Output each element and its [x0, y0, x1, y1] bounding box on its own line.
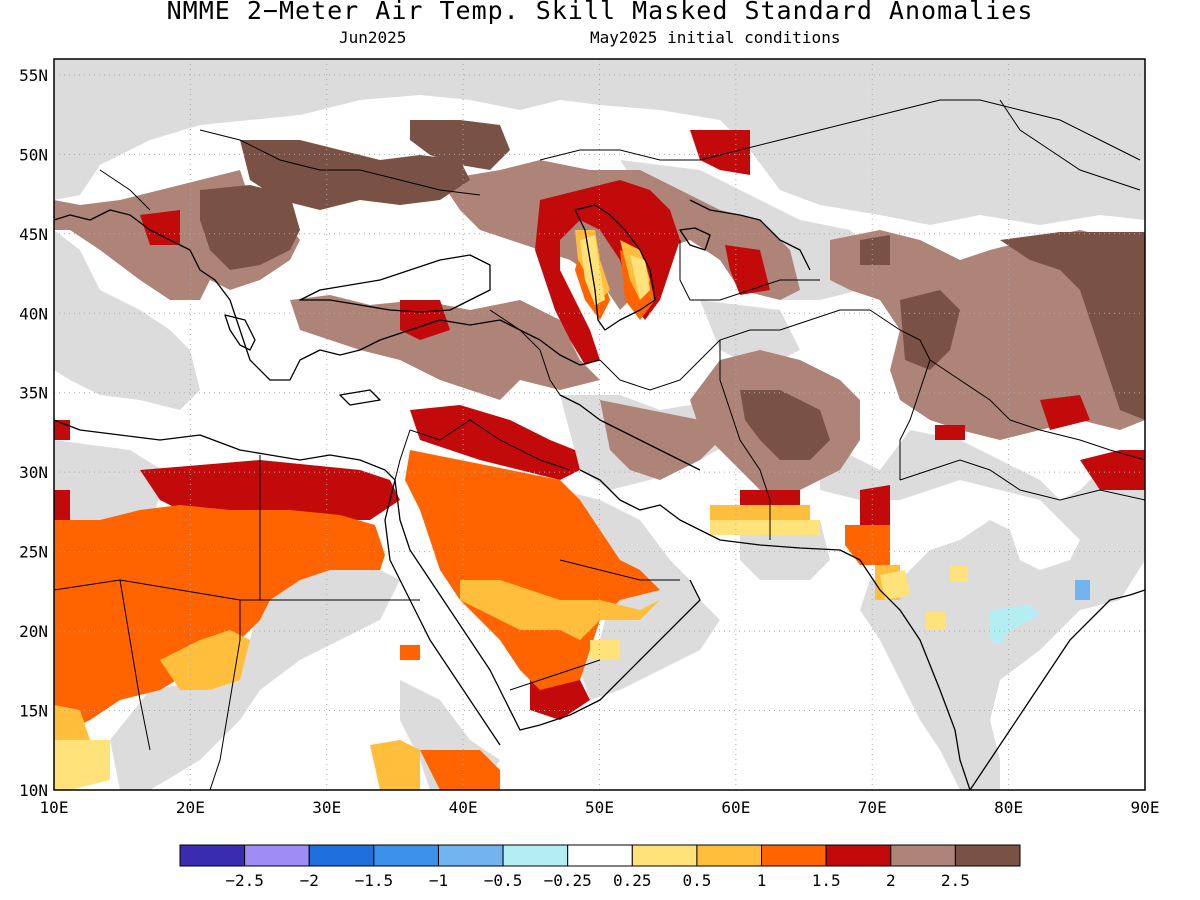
colorbar-swatch	[825, 844, 892, 867]
lat-tick-label: 15N	[19, 702, 48, 721]
anomaly-field	[54, 59, 1145, 790]
lon-tick-label: 80E	[994, 798, 1023, 817]
colorbar-swatch	[373, 844, 439, 867]
yellow-anomaly-regions	[54, 235, 968, 790]
lat-tick-label: 35N	[19, 384, 48, 403]
lon-tick-label: 70E	[858, 798, 887, 817]
colorbar-swatch	[631, 844, 698, 867]
lon-tick-label: 60E	[721, 798, 750, 817]
coastlines	[54, 199, 1145, 790]
lat-tick-label: 25N	[19, 543, 48, 562]
lat-tick-label: 45N	[19, 225, 48, 244]
colorbar-tick-label: −2.5	[225, 871, 264, 890]
target-month-label: Jun2025	[339, 28, 407, 47]
colorbar-tick-label: −0.25	[543, 871, 592, 890]
lat-tick-label: 40N	[19, 304, 48, 323]
dark-brown-anomaly-regions	[200, 120, 1145, 460]
lon-tick-label: 40E	[449, 798, 478, 817]
colorbar-tick-label: 2	[885, 871, 896, 890]
lon-tick-label: 10E	[40, 798, 69, 817]
lat-tick-label: 30N	[19, 463, 48, 482]
colorbar-tick-label: −1.5	[354, 871, 394, 890]
colorbar-swatch	[244, 844, 310, 867]
political-borders	[54, 99, 1145, 790]
colorbar-swatch	[761, 844, 827, 867]
initial-conditions-label: May2025 initial conditions	[590, 28, 841, 47]
colorbar-swatch	[954, 844, 1021, 867]
colorbar-swatch	[502, 844, 569, 867]
lon-tick-label: 90E	[1131, 798, 1160, 817]
colorbar-tick-label: −1	[428, 871, 449, 890]
colorbar-swatch	[567, 844, 633, 867]
lon-tick-label: 30E	[312, 798, 341, 817]
lon-tick-label: 50E	[585, 798, 614, 817]
lon-tick-label: 20E	[176, 798, 205, 817]
map-title: NMME 2−Meter Air Temp. Skill Masked Stan…	[166, 0, 1034, 25]
lat-tick-label: 55N	[19, 66, 48, 85]
colorbar	[179, 844, 1021, 867]
colorbar-swatch	[696, 844, 763, 867]
colorbar-tick-label: 2.5	[940, 871, 970, 890]
lat-tick-label: 10N	[19, 781, 48, 800]
lat-tick-label: 20N	[19, 622, 48, 641]
lat-tick-label: 50N	[19, 145, 48, 164]
colorbar-tick-label: −0.5	[483, 871, 523, 890]
colorbar-tick-label: 1.5	[811, 871, 841, 890]
plot-frame	[53, 58, 1146, 791]
axis-labels: 10E 20E 30E 40E 50E 60E 70E 80E 90E 10N 15N 20N 25N 3…	[19, 66, 1159, 817]
colorbar-tick-label: 0.5	[682, 871, 712, 890]
colorbar-swatch	[308, 844, 375, 867]
colorbar-tick-label: 1	[756, 871, 767, 890]
colorbar-swatch	[890, 844, 956, 867]
colorbar-tick-label: 0.25	[613, 871, 652, 890]
red-anomaly-regions	[54, 130, 1145, 720]
orange-anomaly-regions	[54, 250, 890, 790]
colorbar-swatch	[179, 844, 246, 867]
light-blue-anomaly-region	[1075, 580, 1090, 600]
colorbar-swatch	[437, 844, 504, 867]
colorbar-tick-label: −2	[299, 871, 319, 890]
light-cyan-anomaly-region	[990, 605, 1040, 645]
